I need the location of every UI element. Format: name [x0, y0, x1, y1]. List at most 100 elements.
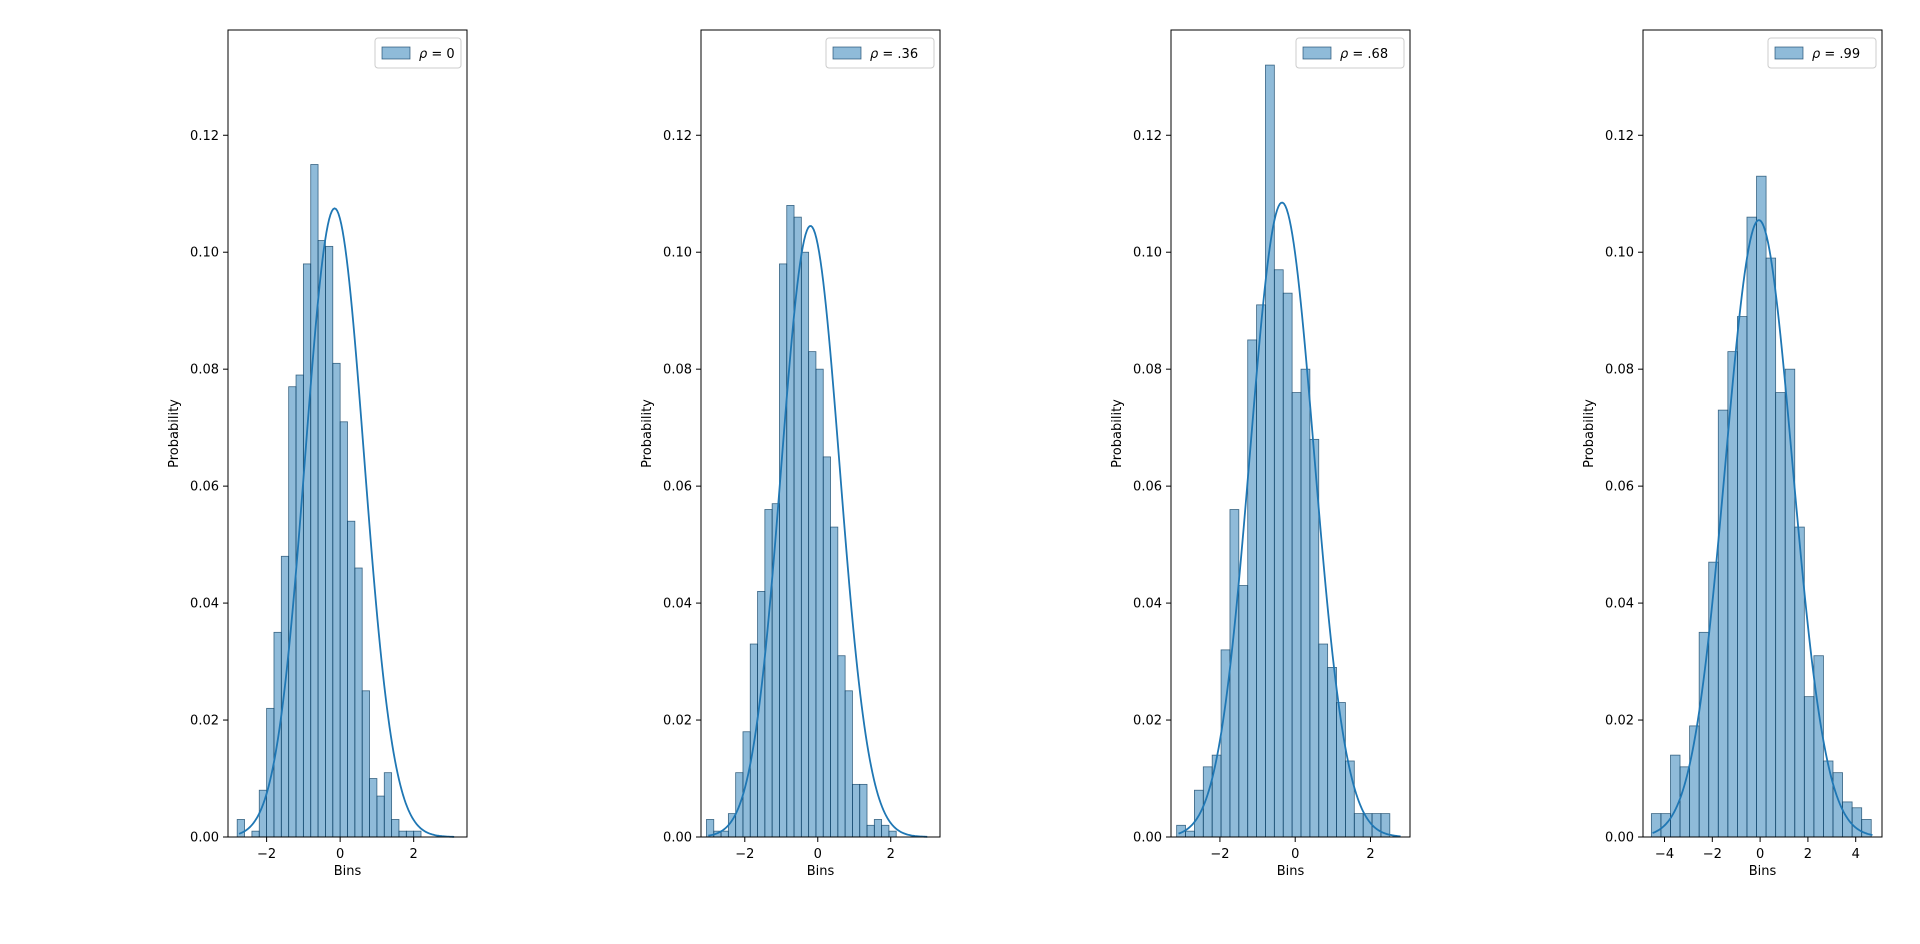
histogram-bar	[1318, 643, 1329, 838]
x-tick-label: 2	[1366, 847, 1374, 862]
x-tick-label: 4	[1852, 847, 1860, 862]
legend-box	[1767, 37, 1877, 69]
histogram-bar	[383, 772, 393, 838]
y-tick-label: 0.08	[1133, 363, 1162, 378]
y-tick-label: 0.08	[663, 363, 692, 378]
y-axis-label: Probability	[167, 399, 182, 468]
histogram-bars	[1176, 64, 1391, 838]
histogram-bar	[325, 245, 334, 838]
histogram-bar	[1185, 830, 1195, 838]
histogram-bar	[1256, 304, 1266, 838]
x-tick-label: 0	[1291, 847, 1299, 862]
histogram-bar	[786, 205, 795, 838]
histogram-bar	[251, 830, 260, 838]
y-tick-label: 0.08	[1605, 363, 1634, 378]
histogram-bar	[339, 421, 348, 838]
histogram-bar	[779, 263, 788, 838]
histogram-bar	[369, 778, 378, 838]
histogram-bar	[310, 164, 319, 838]
histogram-bar	[405, 830, 415, 838]
legend-rho-value: = .68	[1348, 47, 1388, 62]
histogram-bar	[873, 819, 883, 838]
x-tick-label: 2	[887, 847, 895, 862]
axes-frame	[1642, 29, 1883, 838]
kde-curve	[1178, 201, 1401, 838]
y-tick-label: 0.10	[663, 246, 692, 261]
legend-swatch	[381, 46, 411, 60]
legend-swatch	[1302, 46, 1332, 60]
legend-rho-symbol: ρ	[1340, 47, 1349, 62]
histogram-bar	[236, 819, 245, 838]
histogram-bar	[1273, 269, 1284, 838]
histogram-bar	[317, 240, 326, 838]
axes-frame	[227, 29, 468, 838]
legend-label: ρ = 0	[419, 47, 455, 62]
legend-rho-symbol: ρ	[1812, 47, 1821, 62]
histogram-bar	[1670, 754, 1681, 838]
subplot-2: 0.00 0.02 0.04 0.06 0.08 0.10 0.12 −2 0 2 Bins Prob…	[640, 29, 941, 879]
histogram-bar	[1765, 257, 1777, 838]
y-tick-label: 0.02	[663, 714, 692, 729]
legend-rho-value: = .99	[1820, 47, 1860, 62]
histogram-bar	[881, 824, 890, 838]
y-tick-label: 0.02	[1605, 714, 1634, 729]
histogram-bar	[391, 819, 400, 838]
x-tick-label: −2	[1210, 847, 1229, 862]
y-tick-label: 0.12	[1133, 129, 1162, 144]
histogram-bar	[822, 456, 831, 838]
y-tick-label: 0.00	[663, 831, 692, 846]
histogram-bar	[1282, 292, 1293, 838]
histogram-bar	[1737, 316, 1748, 838]
histogram-bar	[295, 374, 304, 838]
histogram-bar	[280, 555, 290, 838]
legend-rho-symbol: ρ	[870, 47, 879, 62]
subplot-3: 0.00 0.02 0.04 0.06 0.08 0.10 0.12 −2 0 2 Bins Prob…	[1110, 29, 1411, 879]
y-tick-label: 0.08	[190, 363, 219, 378]
y-tick-label: 0.06	[663, 480, 692, 495]
histogram-bar	[844, 690, 853, 838]
y-tick-label: 0.10	[1605, 246, 1634, 261]
subplot-1: 0.00 0.02 0.04 0.06 0.08 0.10 0.12 −2 0 2 Bins Prob…	[167, 29, 468, 879]
histogram-bar	[888, 830, 897, 838]
legend: ρ = .68	[1295, 37, 1405, 69]
histogram-bar	[1775, 392, 1786, 838]
histogram-bar	[266, 707, 275, 838]
y-tick-label: 0.04	[663, 597, 692, 612]
histogram-bar	[354, 567, 363, 838]
histogram-bar	[771, 503, 780, 838]
legend-rho-symbol: ρ	[419, 47, 428, 62]
legend-label: ρ = .99	[1812, 47, 1860, 62]
histogram-bar	[1803, 696, 1815, 838]
y-tick-label: 0.00	[190, 831, 219, 846]
y-tick-label: 0.02	[190, 714, 219, 729]
histogram-bar	[815, 368, 824, 838]
histogram-bar	[1698, 631, 1710, 838]
y-tick-label: 0.12	[190, 129, 219, 144]
legend-box	[1295, 37, 1405, 69]
histogram-bar	[1708, 561, 1719, 838]
y-tick-label: 0.04	[1133, 597, 1162, 612]
x-tick-label: 0	[336, 847, 344, 862]
subplot-4: 0.00 0.02 0.04 0.06 0.08 0.10 0.12 −4 −2 0 2 4 Bins P…	[1582, 29, 1883, 879]
histogram-bar	[273, 631, 282, 838]
x-axis-label: Bins	[807, 864, 835, 879]
histogram-bar	[1327, 667, 1337, 838]
histogram-bar	[1717, 409, 1729, 838]
y-tick-label: 0.12	[1605, 129, 1634, 144]
histogram-bar	[398, 830, 407, 838]
y-axis-label: Probability	[1110, 399, 1125, 468]
legend-box	[374, 37, 462, 69]
histogram-bar	[830, 526, 839, 838]
y-axis-label: Probability	[1582, 399, 1597, 468]
legend: ρ = .99	[1767, 37, 1877, 69]
y-tick-label: 0.04	[1605, 597, 1634, 612]
y-tick-label: 0.12	[663, 129, 692, 144]
legend-rho-value: = .36	[878, 47, 918, 62]
kde-curve	[238, 207, 455, 838]
legend-swatch	[1774, 46, 1804, 60]
y-tick-label: 0.06	[190, 480, 219, 495]
x-tick-label: −2	[735, 847, 754, 862]
histogram-bar	[720, 830, 729, 838]
legend-box	[825, 37, 935, 69]
x-tick-label: 0	[814, 847, 822, 862]
